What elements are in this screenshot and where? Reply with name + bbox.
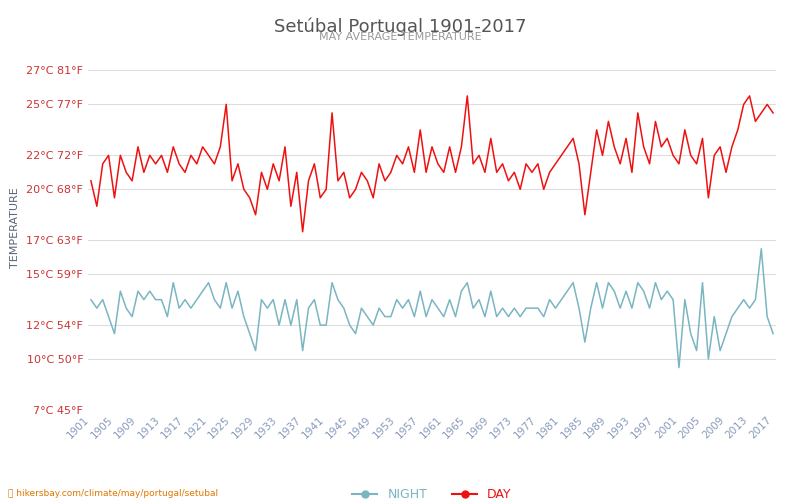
Text: MAY AVERAGE TEMPERATURE: MAY AVERAGE TEMPERATURE xyxy=(318,32,482,42)
Text: 📍 hikersbay.com/climate/may/portugal/setubal: 📍 hikersbay.com/climate/may/portugal/set… xyxy=(8,488,218,498)
Text: Setúbal Portugal 1901-2017: Setúbal Portugal 1901-2017 xyxy=(274,18,526,36)
Legend: NIGHT, DAY: NIGHT, DAY xyxy=(347,483,517,500)
Y-axis label: TEMPERATURE: TEMPERATURE xyxy=(10,187,21,268)
